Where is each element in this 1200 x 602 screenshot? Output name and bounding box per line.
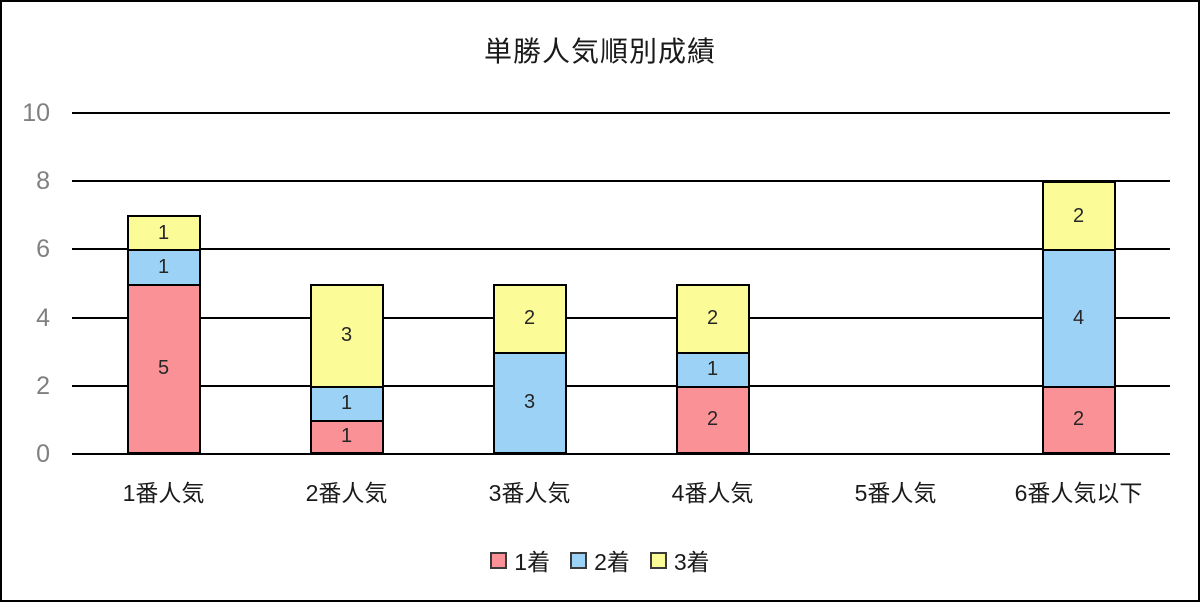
legend-swatch (490, 551, 508, 569)
bar-segment: 1 (126, 215, 201, 252)
segment-value-label: 4 (1072, 307, 1085, 330)
y-tick-label: 4 (36, 303, 50, 332)
x-category-label: 3番人気 (488, 480, 571, 506)
bar-segment: 3 (492, 351, 567, 454)
bar-segment: 5 (126, 283, 201, 454)
segment-value-label: 2 (706, 307, 719, 330)
y-tick-label: 6 (36, 235, 50, 264)
gridline (72, 248, 1170, 251)
x-category-label: 6番人気以下 (1014, 480, 1143, 506)
segment-value-label: 2 (1072, 408, 1085, 431)
bar-segment: 2 (675, 283, 750, 354)
bar-segment: 1 (126, 249, 201, 286)
segment-value-label: 1 (706, 358, 719, 381)
bar-segment: 2 (675, 385, 750, 454)
gridline (72, 453, 1170, 455)
segment-value-label: 1 (340, 425, 353, 448)
segment-value-label: 2 (706, 408, 719, 431)
bar-segment: 4 (1041, 249, 1116, 388)
x-category-label: 4番人気 (671, 480, 754, 506)
legend-label: 3着 (673, 549, 710, 575)
bar-segment: 2 (1041, 385, 1116, 454)
bar-segment: 2 (492, 283, 567, 354)
y-tick-label: 2 (36, 371, 50, 400)
legend-item: 3着 (649, 543, 710, 577)
segment-value-label: 3 (523, 391, 536, 414)
x-axis: 1番人気 2番人気 3番人気 4番人気 5番人気 6番人気以下 (72, 477, 1170, 509)
segment-value-label: 2 (523, 307, 536, 330)
bar-segment: 1 (675, 351, 750, 388)
segment-value-label: 5 (157, 357, 170, 380)
legend-swatch (649, 551, 667, 569)
segment-value-label: 3 (340, 324, 353, 347)
gridline (72, 180, 1170, 183)
segment-value-label: 1 (340, 392, 353, 415)
legend-swatch (570, 551, 588, 569)
plot-area: 5 1 1 1 1 3 3 2 2 1 2 2 4 2 (72, 112, 1170, 455)
x-category-label: 5番人気 (854, 480, 937, 506)
bar-segment: 1 (309, 419, 384, 454)
legend: 1着 2着 3着 (2, 543, 1198, 577)
legend-label: 1着 (514, 549, 551, 575)
chart-title: 単勝人気順別成績 (483, 36, 716, 67)
y-tick-label: 8 (36, 167, 50, 196)
segment-value-label: 1 (157, 221, 170, 244)
y-tick-label: 0 (36, 440, 50, 468)
legend-item: 1着 (490, 543, 550, 577)
bar-segment: 1 (309, 385, 384, 422)
gridline (72, 316, 1170, 319)
x-category-label: 1番人気 (122, 480, 205, 506)
segment-value-label: 1 (157, 255, 170, 278)
gridline (72, 112, 1170, 114)
gridline (72, 384, 1170, 387)
legend-item: 2着 (570, 543, 630, 577)
legend-label: 2着 (594, 549, 630, 575)
segment-value-label: 2 (1072, 204, 1085, 227)
x-category-label: 2番人気 (305, 480, 388, 506)
bar-segment: 2 (1041, 181, 1116, 252)
y-tick-label: 10 (22, 99, 50, 127)
y-axis: 0 2 4 6 8 10 (2, 99, 50, 468)
bar-segment: 3 (309, 283, 384, 388)
